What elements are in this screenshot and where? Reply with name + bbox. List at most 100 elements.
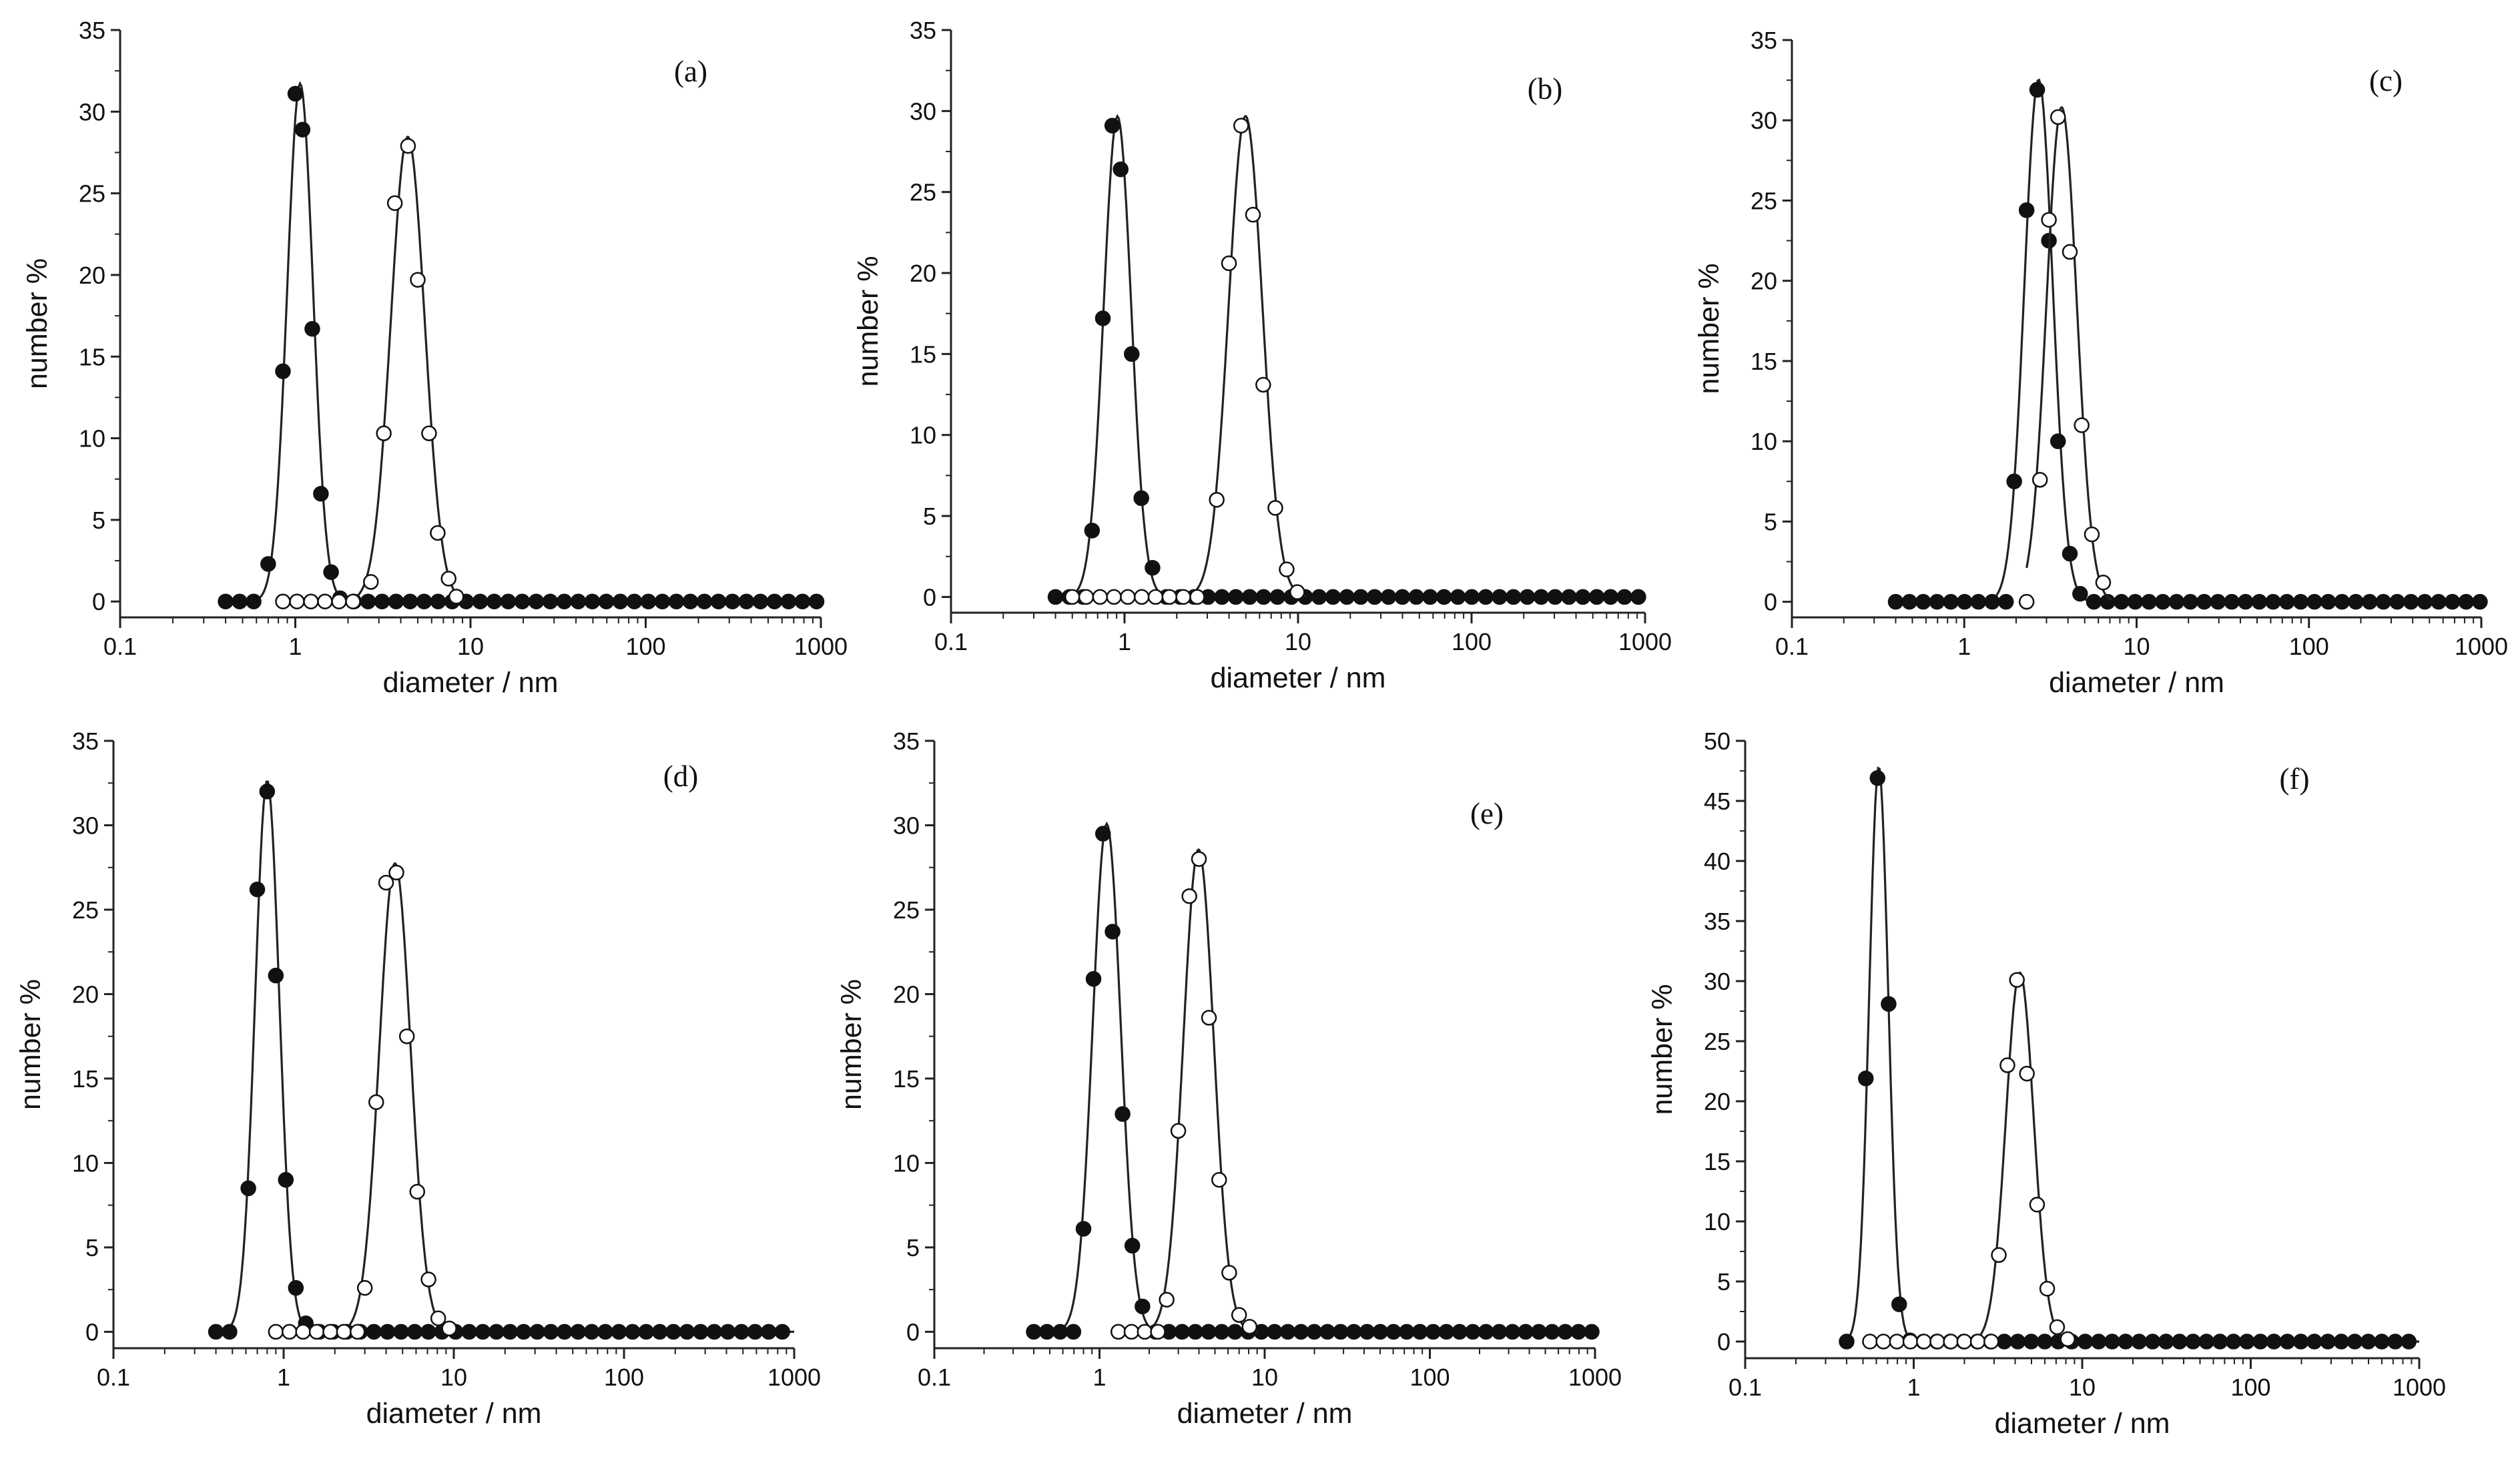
data-point-filled-tail [696,593,713,609]
data-point-open [1929,1334,1945,1350]
y-tick-label: 15 [79,343,105,370]
data-point-open [2041,212,2057,228]
data-point-filled-tail [570,593,587,609]
data-point-filled [1998,593,2014,610]
data-point-filled-tail [2155,593,2171,610]
data-point-filled-tail [366,1324,382,1340]
data-point-filled [2006,473,2022,490]
data-point-open [1170,1123,1187,1139]
data-point-filled-tail [1557,1324,1574,1340]
data-point-filled [218,593,234,609]
data-point-filled-tail [2037,1334,2053,1350]
data-point-filled-tail [2144,1334,2161,1350]
data-point-filled-tail [2320,1334,2336,1350]
data-point-open [1233,117,1249,133]
data-point-open [2049,1319,2066,1336]
data-point-open [1241,1319,1258,1335]
x-tick-label: 100 [2230,1374,2270,1401]
data-point-filled [275,363,291,380]
data-point-filled-tail [2239,1334,2255,1350]
data-point-open [349,1324,366,1340]
data-point-filled-tail [1380,589,1397,605]
data-point-filled [2062,545,2078,562]
data-point-filled-tail [2306,1334,2322,1350]
data-point-open [2084,526,2100,543]
data-point-filled-tail [416,593,432,609]
data-point-open [1289,584,1305,600]
data-point-filled-tail [379,1324,396,1340]
data-point-filled-tail [794,593,811,609]
data-point-open [1150,1324,1166,1340]
data-point-filled-tail [1228,589,1244,605]
data-point-filled-tail [515,1324,532,1340]
data-point-filled-tail [584,593,601,609]
data-point-open [448,589,464,605]
data-point-filled-tail [1319,1324,1335,1340]
data-point-open [2060,1331,2076,1348]
data-point-open [410,272,426,288]
y-tick-label: 5 [1717,1268,1730,1295]
data-point-filled-tail [2360,1334,2377,1350]
data-point-open [1161,589,1178,605]
data-point-open [1231,1307,1247,1323]
data-point-filled-tail [557,1324,573,1340]
data-point-open [1875,1334,1891,1350]
data-point-filled-tail [738,593,755,609]
data-point-open [1159,1291,1175,1308]
data-point-filled-tail [406,1324,423,1340]
data-point-open [1943,1334,1959,1350]
data-point-open [1211,1171,1227,1188]
data-point-filled-tail [2431,593,2447,610]
y-axis-title: number % [21,258,53,389]
series-fit-line-filled [216,780,794,1333]
data-point-open [2009,972,2025,988]
data-point-filled-tail [2237,593,2254,610]
data-point-filled-tail [1478,589,1494,605]
data-point-open [2039,1281,2056,1297]
data-point-open [1092,589,1109,605]
data-point-filled-tail [2198,1334,2215,1350]
x-axis-title: diameter / nm [1177,1398,1353,1430]
y-tick-label: 20 [910,260,936,287]
data-point-filled-tail [1311,589,1327,605]
data-point-filled [208,1324,224,1340]
data-point-open [1221,1265,1237,1281]
data-point-open [2062,244,2078,260]
data-point-filled-tail [1616,589,1632,605]
data-point-open [1862,1334,1878,1350]
data-point-filled [1084,523,1100,539]
data-point-open [1064,589,1080,605]
data-point-filled-tail [556,593,573,609]
y-tick-label: 40 [1704,848,1730,875]
data-point-filled-tail [2212,1334,2228,1350]
data-point-filled-tail [502,1324,518,1340]
data-point-open [2018,593,2035,610]
y-tick-label: 15 [1704,1148,1730,1175]
data-point-filled-tail [1372,1324,1389,1340]
data-point-filled [1094,826,1111,842]
data-point-filled-tail [570,1324,586,1340]
data-point-filled-tail [1478,1324,1494,1340]
x-tick-label: 0.1 [97,1364,130,1391]
panel-label: (d) [663,760,698,793]
x-tick-label: 10 [1251,1364,1278,1391]
data-point-filled [1124,346,1140,362]
data-point-open [378,874,394,891]
data-point-filled-tail [1306,1324,1323,1340]
data-point-open [317,593,333,609]
data-point-filled-tail [2444,593,2461,610]
data-point-filled-tail [1570,1324,1587,1340]
data-point-open [376,425,392,442]
data-point-open [1110,1324,1127,1340]
data-point-open [2050,109,2066,125]
series-fit-line-filled [226,81,821,603]
data-point-filled-tail [489,1324,505,1340]
data-point-open [1999,1057,2015,1073]
data-point-filled-tail [393,1324,409,1340]
data-point-filled-tail [500,593,517,609]
data-point-filled-tail [2401,1334,2417,1350]
data-point-filled-tail [420,1324,436,1340]
data-point-filled-tail [2387,1334,2403,1350]
y-tick-label: 15 [72,1065,99,1093]
